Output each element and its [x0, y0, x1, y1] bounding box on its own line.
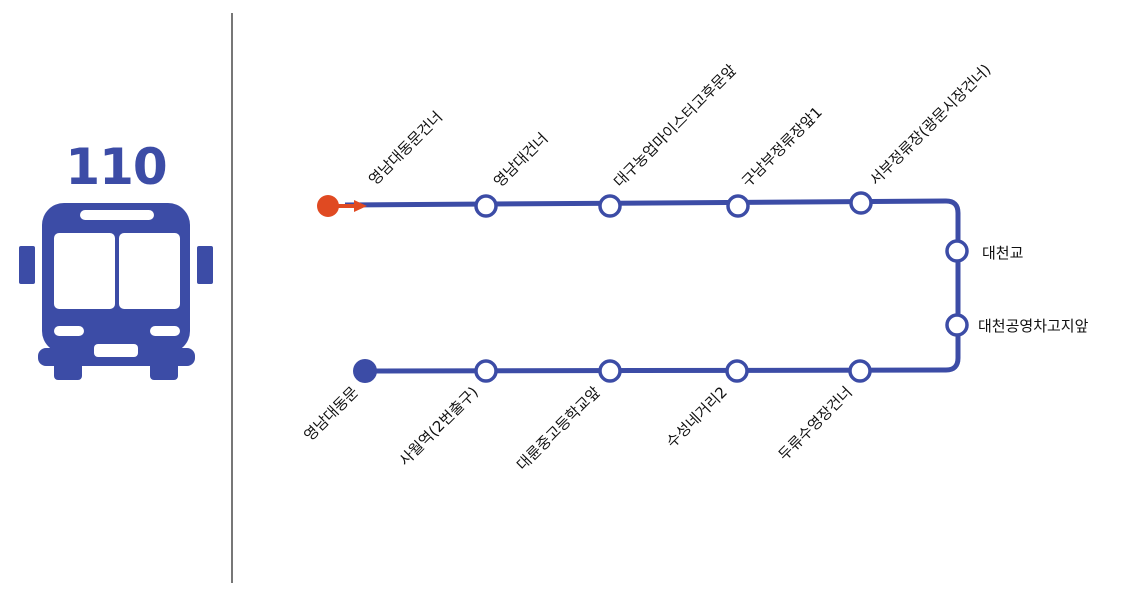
stop-label-bottom-1: 두류수영장건너 [775, 383, 856, 464]
bus-icon [19, 203, 213, 380]
stop-label-top-2: 대구농업마이스터고후문앞 [610, 61, 740, 191]
stop-bottom-1 [848, 359, 872, 383]
stop-bottom-2 [725, 359, 749, 383]
stop-top-2 [598, 194, 622, 218]
stop-top-3 [726, 194, 750, 218]
stop-right-2 [945, 313, 969, 337]
stop-right-1 [945, 239, 969, 263]
end-marker [353, 359, 377, 383]
stop-label-start: 영남대동문건너 [365, 108, 446, 189]
bus-panel: 110 [0, 0, 232, 590]
stop-label-bottom-3: 대륜중고등학교앞 [513, 383, 604, 474]
stop-top-1 [474, 194, 498, 218]
route-number: 110 [65, 138, 167, 196]
stop-label-right-2: 대천공영차고지앞 [978, 317, 1089, 335]
stop-label-end: 영남대동문 [300, 383, 362, 445]
start-marker [317, 195, 367, 217]
route-line [344, 198, 961, 374]
stop-label-bottom-4: 사월역(2번출구) [396, 383, 482, 469]
stop-label-top-4: 서부정류장(광문시장건너) [866, 60, 994, 188]
stop-label-right-1: 대천교 [982, 244, 1023, 262]
stop-label-top-1: 영남대건너 [490, 129, 552, 191]
stop-bottom-4 [474, 359, 498, 383]
stop-top-4 [849, 191, 873, 215]
stop-label-bottom-2: 수성네거리2 [663, 383, 731, 451]
stop-label-top-3: 구남부정류장앞1 [738, 103, 826, 191]
stop-bottom-3 [598, 359, 622, 383]
divider [231, 13, 233, 583]
